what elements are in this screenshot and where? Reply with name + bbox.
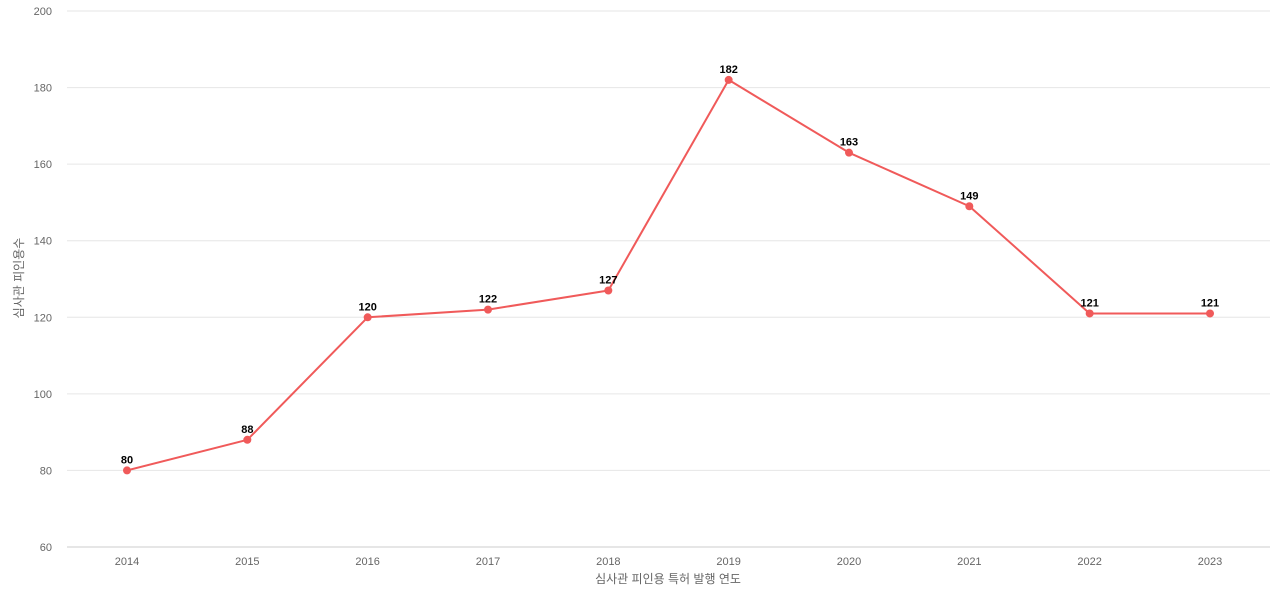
data-label: 163 [840, 137, 858, 149]
series-layer [123, 75, 1214, 475]
x-axis-ticks: 2014 2015 2016 2017 2018 2019 2020 2021 2022 2023 [115, 556, 1222, 568]
data-label: 122 [479, 294, 497, 306]
y-tick-label: 120 [34, 312, 52, 324]
x-tick-label: 2023 [1198, 556, 1222, 568]
data-point[interactable] [724, 75, 733, 84]
y-tick-label: 60 [40, 542, 52, 554]
data-label: 127 [599, 274, 617, 286]
y-axis-title: 심사관 피인용수 [12, 238, 26, 319]
y-tick-label: 200 [34, 6, 52, 18]
data-point[interactable] [243, 435, 252, 444]
x-tick-label: 2020 [837, 556, 861, 568]
x-tick-label: 2014 [115, 556, 139, 568]
x-axis-title: 심사관 피인용 특허 발행 연도 [595, 571, 741, 586]
x-tick-label: 2022 [1077, 556, 1101, 568]
x-tick-label: 2017 [476, 556, 500, 568]
y-tick-label: 140 [34, 236, 52, 248]
grid-lines [67, 10, 1270, 548]
y-tick-label: 80 [40, 465, 52, 477]
data-point[interactable] [484, 305, 492, 314]
data-point[interactable] [845, 148, 853, 157]
x-tick-label: 2015 [235, 556, 259, 568]
y-tick-label: 160 [34, 159, 52, 171]
x-tick-label: 2018 [596, 556, 620, 568]
data-label: 120 [358, 301, 376, 313]
y-tick-label: 180 [34, 83, 52, 95]
data-point[interactable] [1085, 309, 1094, 318]
y-tick-label: 100 [34, 389, 52, 401]
data-point[interactable] [604, 286, 613, 295]
data-label: 182 [719, 64, 737, 76]
data-point[interactable] [123, 466, 131, 475]
data-point[interactable] [363, 313, 372, 322]
series-line [126, 78, 1210, 472]
data-point[interactable] [965, 202, 974, 211]
data-point[interactable] [1206, 309, 1214, 318]
data-label: 121 [1080, 297, 1098, 309]
data-label: 121 [1201, 297, 1219, 309]
y-axis-ticks: 60 80 100 120 140 160 180 200 [34, 6, 52, 554]
data-label: 88 [241, 424, 253, 436]
data-labels: 80 88 120 122 127 182 163 149 121 121 [121, 64, 1219, 467]
data-label: 80 [121, 454, 133, 466]
x-tick-label: 2019 [716, 556, 740, 568]
x-tick-label: 2016 [355, 556, 379, 568]
x-tick-label: 2021 [957, 556, 981, 568]
data-label: 149 [960, 190, 978, 202]
